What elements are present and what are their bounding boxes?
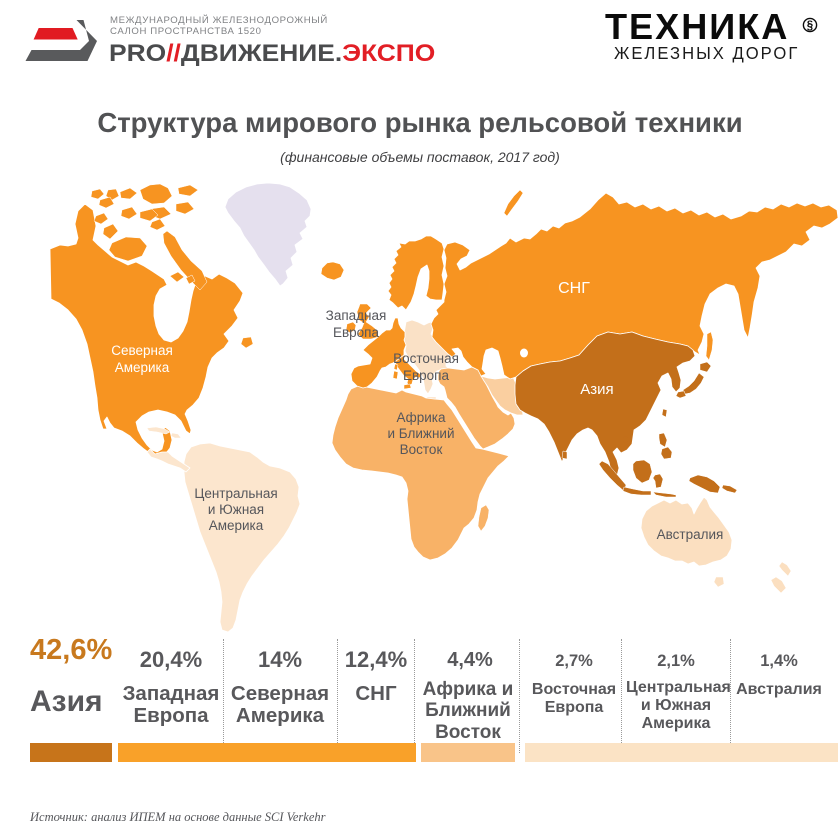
svg-text:Австралия: Австралия [657,527,724,542]
svg-text:§: § [807,20,813,32]
svg-text:Европа: Европа [403,368,450,383]
svg-text:Восточная: Восточная [393,351,459,366]
svg-text:и Южная: и Южная [208,502,264,517]
svg-text:Азия: Азия [580,381,613,398]
svg-text:Восток: Восток [400,442,443,457]
svg-text:Америка: Америка [209,518,264,533]
svg-text:СНГ: СНГ [558,280,590,297]
svg-text:Африка: Африка [396,410,446,425]
svg-text:Северная: Северная [111,343,173,358]
svg-text:Америка: Америка [115,360,170,375]
svg-text:Центральная: Центральная [194,486,277,501]
svg-text:Европа: Европа [333,325,380,340]
svg-text:и Ближний: и Ближний [388,426,455,441]
svg-text:Западная: Западная [326,308,387,323]
